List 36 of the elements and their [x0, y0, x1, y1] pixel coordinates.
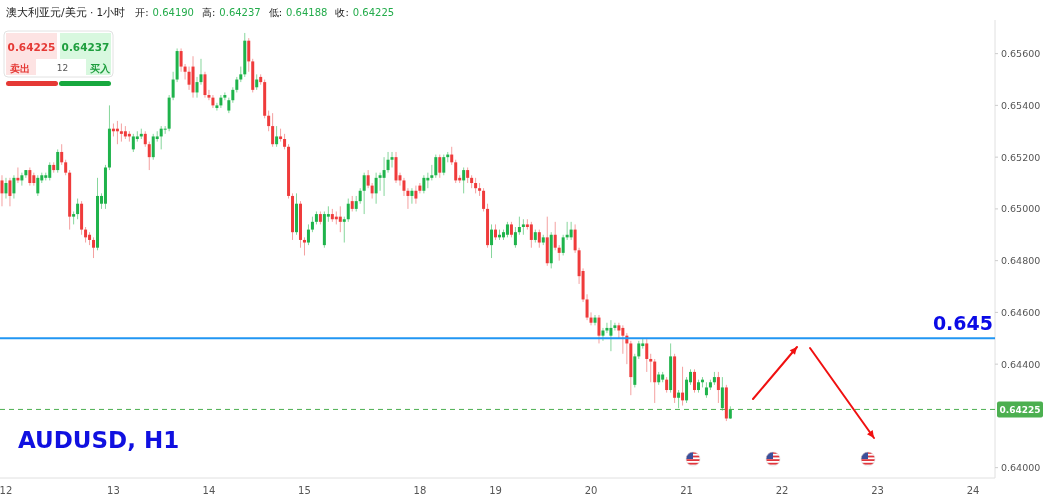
annotation: AUDUSD, H1 [18, 427, 180, 453]
text: 0.64225 [352, 7, 395, 18]
annotation: 12 [56, 63, 69, 73]
y-tick-label: 0.64600 [1001, 306, 1041, 318]
y-tick-label: 0.64800 [1001, 255, 1041, 267]
text: 低: [268, 7, 283, 18]
y-tick-label: 0.65400 [1001, 99, 1041, 111]
x-tick-label: 22 [775, 485, 789, 496]
chart-title: 澳大利亚元/美元 · 1小时 [6, 6, 126, 18]
annotation: 0.64237 [61, 41, 110, 53]
text: 0.64190 [152, 7, 194, 18]
x-tick-label: 14 [202, 485, 216, 496]
y-tick-label: 0.65600 [1001, 48, 1041, 60]
y-tick-label: 0.65000 [1001, 203, 1041, 215]
price-tag: 0.64225 [997, 401, 1043, 418]
annotation: 买入 [90, 63, 111, 74]
y-tick-label: 0.64000 [1001, 462, 1041, 474]
text: 0.64237 [219, 7, 261, 18]
y-tick-label: 0.64400 [1001, 358, 1041, 370]
ref-line-label: 0.645 [932, 312, 993, 335]
x-tick-label: 20 [584, 485, 598, 496]
text: 收: [335, 7, 349, 18]
x-tick-label: 13 [107, 485, 120, 496]
annotation: 卖出 [10, 63, 30, 74]
y-tick-label: 0.65200 [1001, 151, 1041, 163]
x-tick-label: 23 [871, 485, 884, 496]
annotation: 0.64225 [7, 41, 56, 53]
x-tick-label: 12 [0, 485, 13, 496]
text: 开: [135, 7, 149, 18]
x-tick-label: 15 [298, 485, 311, 496]
text: 高: [201, 7, 216, 18]
text: 0.64188 [286, 7, 328, 18]
x-tick-label: 21 [680, 485, 693, 496]
x-tick-label: 18 [413, 485, 427, 496]
x-tick-label: 19 [489, 485, 502, 496]
x-tick-label: 24 [966, 485, 980, 496]
